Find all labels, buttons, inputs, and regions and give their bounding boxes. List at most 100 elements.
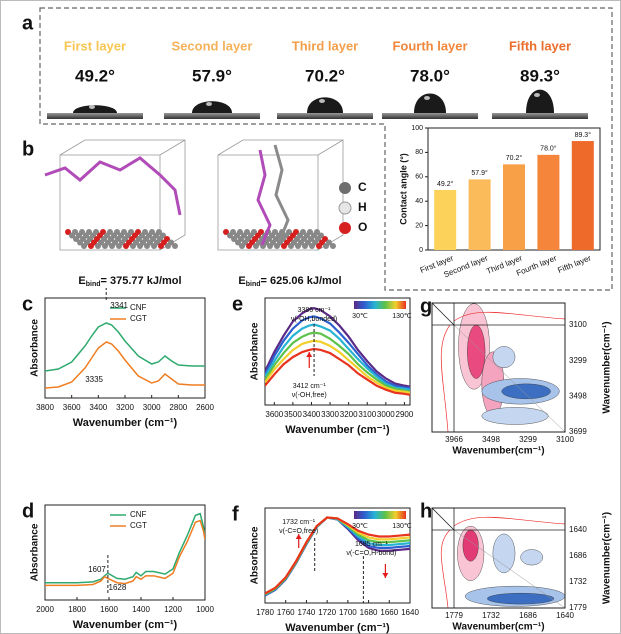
decoration — [44, 156, 182, 216]
decoration — [501, 383, 551, 400]
decoration — [307, 97, 343, 113]
decoration — [89, 105, 95, 109]
bar — [468, 179, 491, 250]
annotation: ν(-C=O,free) — [279, 528, 318, 535]
layer-name: Fifth layer — [509, 38, 571, 53]
x-tick-label: 1680 — [360, 608, 378, 617]
x-tick-label: 3300 — [321, 410, 339, 419]
decoration — [47, 113, 143, 119]
plot-frame — [264, 507, 411, 604]
bar — [537, 154, 560, 250]
x-tick-label: 1600 — [100, 605, 118, 614]
decoration — [431, 302, 566, 433]
decoration — [256, 149, 272, 246]
colorbar-label: 30℃ — [352, 313, 368, 320]
x-tick-label: 3966 — [445, 435, 463, 444]
decoration — [172, 243, 178, 249]
decoration — [323, 243, 329, 249]
decoration — [424, 96, 430, 100]
decoration — [306, 352, 313, 357]
annotation: 3386 cm⁻¹ — [298, 307, 332, 314]
decoration — [59, 139, 186, 251]
bar-value-label: 70.2° — [506, 154, 523, 162]
bar — [502, 164, 526, 250]
series-line — [265, 516, 410, 595]
atom-legend-marker — [339, 182, 351, 194]
y-tick-label: 40 — [415, 198, 423, 205]
contact-angle: 78.0° — [410, 66, 450, 85]
atom-legend-label: O — [358, 220, 367, 234]
x-tick-label: 3800 — [36, 403, 54, 412]
y-tick-label: 1779 — [569, 603, 587, 612]
decoration — [431, 507, 565, 608]
x-tick-label: 1779 — [445, 611, 463, 620]
panel-label: e — [232, 293, 243, 315]
decoration — [151, 243, 157, 249]
annotation: 1732 cm⁻¹ — [282, 519, 316, 526]
x-tick-label: 1400 — [132, 605, 150, 614]
annotation: ν(-OH,bonded) — [291, 316, 337, 323]
panel-label: h — [420, 500, 432, 522]
series-line — [265, 331, 410, 393]
decoration — [165, 243, 171, 249]
x-tick-label: 3100 — [358, 410, 376, 419]
energy-symbol: E — [238, 275, 245, 287]
x-tick-label: 1700 — [339, 608, 357, 617]
contact-angle: 49.2° — [75, 66, 115, 85]
binding-energy: Ebind= 375.77 kJ/mol — [78, 275, 181, 288]
x-tick-label: 1732 — [482, 611, 500, 620]
decoration — [273, 144, 290, 241]
x-tick-label: 3200 — [116, 403, 134, 412]
x-tick-label: 3100 — [556, 435, 574, 444]
decoration — [330, 243, 336, 249]
x-tick-label: 3200 — [340, 410, 358, 419]
y-tick-label: 3100 — [569, 320, 587, 329]
decoration — [217, 139, 344, 251]
y-axis-label: Contact angle (°) — [398, 153, 408, 225]
y-tick-label: 3299 — [569, 356, 587, 365]
series-line — [45, 322, 205, 372]
decoration — [239, 243, 245, 249]
x-tick-label: 1780 — [256, 608, 274, 617]
decoration — [95, 243, 101, 249]
decoration — [431, 507, 566, 609]
x-axis-label: Wavenumber (cm⁻¹) — [285, 424, 390, 436]
atom-legend-label: C — [358, 180, 367, 194]
colorbar-label: 130℃ — [392, 313, 412, 320]
x-tick-label: 3000 — [377, 410, 395, 419]
decoration — [102, 243, 108, 249]
decoration — [319, 99, 325, 103]
y-axis-label: Absorbance — [30, 319, 41, 377]
decoration — [382, 113, 478, 119]
x-tick-label: 2600 — [196, 403, 214, 412]
panel-label: b — [22, 138, 34, 160]
bar — [571, 141, 594, 250]
x-tick-label: 3299 — [519, 435, 537, 444]
decoration — [116, 243, 122, 249]
colorbar-label: 30℃ — [352, 523, 368, 530]
decoration — [453, 311, 566, 322]
annotation: ν(-OH,free) — [292, 392, 327, 399]
plot-frame — [44, 504, 206, 601]
x-tick-label: 1740 — [298, 608, 316, 617]
annotation: 1607 — [88, 565, 106, 574]
energy-subscript: bind — [246, 281, 261, 288]
x-axis-label: Wavenumber(cm⁻¹) — [452, 622, 544, 633]
energy-symbol: E — [78, 275, 85, 287]
decoration — [144, 243, 150, 249]
decoration — [440, 324, 451, 433]
annotation: 3341 — [110, 301, 128, 310]
decoration — [39, 7, 613, 291]
bar-value-label: 49.2° — [437, 180, 454, 188]
series-line — [265, 323, 410, 391]
decoration — [526, 89, 554, 113]
decoration — [492, 533, 516, 574]
y-axis-label: Wavenumber(cm⁻¹) — [602, 321, 613, 413]
atom-legend-marker — [339, 222, 351, 234]
annotation: 1685 cm⁻¹ — [355, 541, 389, 548]
y-axis-label: Wavenumber(cm⁻¹) — [602, 512, 613, 604]
y-axis-label: Absorbance — [30, 523, 41, 581]
decoration — [492, 113, 588, 119]
y-tick-label: 3699 — [569, 427, 587, 436]
x-tick-label: 3600 — [63, 403, 81, 412]
